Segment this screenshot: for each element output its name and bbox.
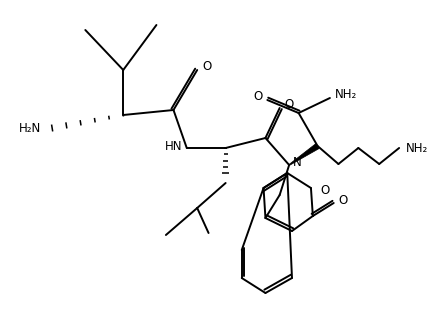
Text: H₂N: H₂N xyxy=(18,121,41,134)
Text: O: O xyxy=(202,59,211,72)
Text: O: O xyxy=(253,91,263,104)
Text: N: N xyxy=(293,156,302,170)
Text: O: O xyxy=(339,195,348,208)
Polygon shape xyxy=(289,143,319,165)
Text: O: O xyxy=(321,183,330,196)
Text: NH₂: NH₂ xyxy=(335,88,357,100)
Text: HN: HN xyxy=(164,139,182,153)
Text: O: O xyxy=(284,97,294,111)
Text: NH₂: NH₂ xyxy=(406,141,428,154)
